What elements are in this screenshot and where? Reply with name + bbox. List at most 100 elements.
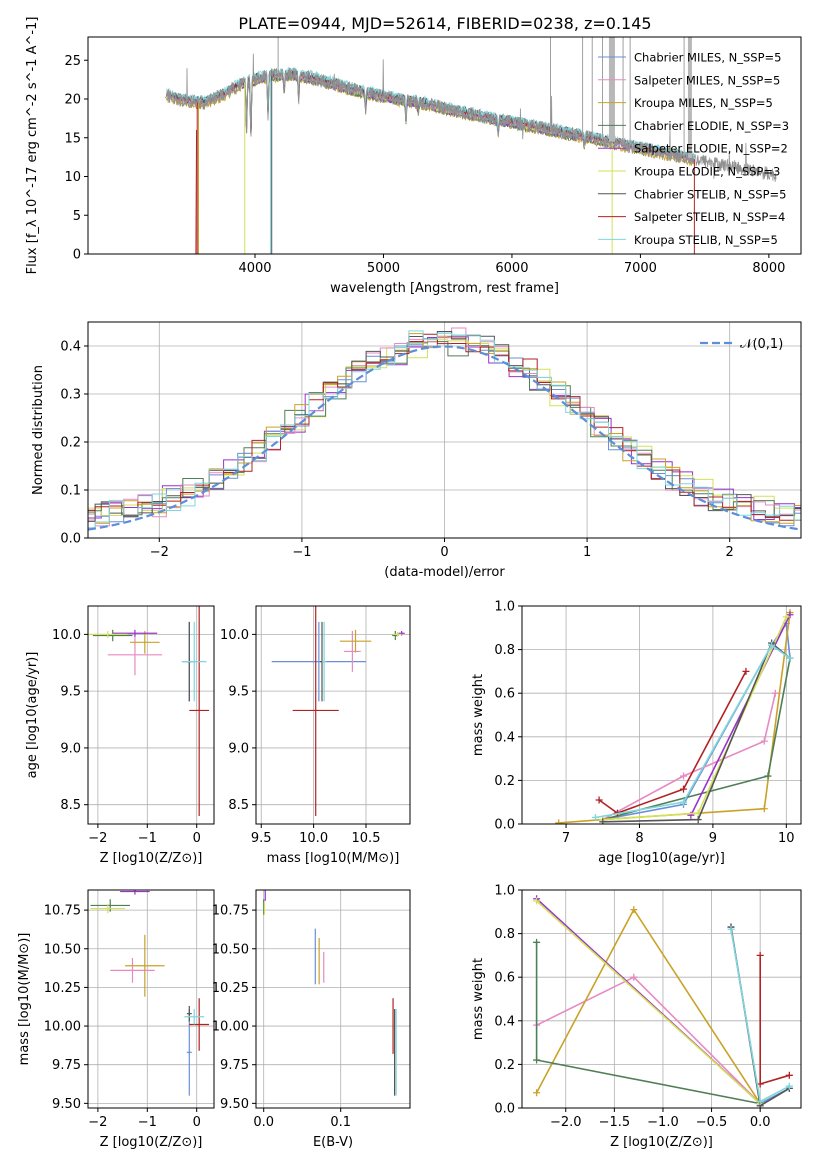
series-point-salpeter_stelib bbox=[595, 796, 603, 804]
y-tick-label: 10.0 bbox=[220, 628, 249, 643]
y-tick-label: 20 bbox=[64, 93, 81, 108]
y-tick-label: 10.50 bbox=[212, 942, 249, 957]
x-tick-label: −1.5 bbox=[599, 1115, 631, 1130]
figure-title: PLATE=0944, MJD=52614, FIBERID=0238, z=0… bbox=[238, 14, 651, 33]
y-axis-label: mass weight bbox=[471, 674, 486, 756]
series-point-kroupa_stelib bbox=[786, 654, 794, 662]
legend-label: Salpeter STELIB, N_SSP=4 bbox=[634, 210, 785, 224]
series-point-chabrier_stelib bbox=[599, 818, 607, 824]
errorbar-salpeter_elodie bbox=[120, 890, 150, 895]
histogram-kroupa_stelib bbox=[88, 330, 801, 529]
y-tick-label: 9.0 bbox=[228, 741, 249, 756]
x-axis-label: Z [log10(Z/Z⊙)] bbox=[100, 851, 203, 866]
y-tick-label: 0 bbox=[73, 248, 81, 263]
y-tick-label: 0.2 bbox=[494, 774, 515, 789]
series-point-salpeter_miles bbox=[630, 973, 638, 981]
y-tick-label: 5 bbox=[73, 209, 81, 224]
frame-spectrum: 4000 5000 6000 7000 8000 0 5 10 15 20 25 wavelength… bbox=[25, 17, 802, 296]
x-tick-label: −2 bbox=[88, 831, 107, 846]
x-tick-label: 4000 bbox=[238, 261, 271, 276]
y-axis-label: mass [log10(M/M⊙)] bbox=[17, 933, 32, 1066]
errorbar-salpeter_stelib bbox=[189, 998, 210, 1051]
series-point-kroupa_stelib bbox=[785, 1082, 793, 1090]
axes-frame bbox=[87, 36, 802, 255]
x-tick-label: −1.0 bbox=[647, 1115, 679, 1130]
histogram-chabrier_elodie bbox=[88, 341, 801, 516]
x-tick-label: 9.5 bbox=[251, 831, 272, 846]
y-tick-label: 0.0 bbox=[494, 1102, 515, 1117]
x-axis-label: age [log10(age/yr)] bbox=[598, 851, 725, 866]
series-point-kroupa_elodie bbox=[782, 613, 790, 621]
y-tick-label: 10.75 bbox=[44, 904, 81, 919]
x-tick-label: 7 bbox=[562, 831, 570, 846]
residual-legend: 𝒩(0,1) bbox=[700, 337, 783, 352]
x-tick-label: 0.0 bbox=[750, 1115, 771, 1130]
errorbar-chabrier_miles bbox=[186, 1009, 192, 1096]
x-tick-label: 8000 bbox=[752, 261, 785, 276]
x-tick-label: −1 bbox=[292, 545, 311, 560]
frame-age_vs_mass: 9.5 10.0 10.5 8.5 9.0 9.5 10.0 mass [log10(M/M⊙… bbox=[220, 605, 411, 866]
x-axis-label: Z [log10(Z/Z⊙)] bbox=[100, 1135, 203, 1150]
y-tick-label: 9.50 bbox=[220, 1097, 249, 1112]
series-line-kroupa_stelib bbox=[595, 644, 791, 819]
series-line-chabrier_stelib bbox=[602, 641, 791, 823]
axes-age_vs_mass bbox=[256, 606, 410, 824]
series-point-chabrier_elodie bbox=[533, 938, 541, 946]
errorbar-salpeter_elodie bbox=[112, 629, 158, 637]
series-point-kroupa_stelib bbox=[680, 798, 688, 806]
x-tick-label: 10.5 bbox=[352, 831, 381, 846]
errorbars-mass_vs_ebv bbox=[263, 890, 397, 1096]
errorbar-kroupa_miles bbox=[130, 630, 160, 654]
y-tick-label: 9.5 bbox=[228, 685, 249, 700]
errorbar-salpeter_miles bbox=[107, 634, 163, 676]
series-point-salpeter_stelib bbox=[785, 1071, 793, 1079]
x-tick-label: 10 bbox=[778, 831, 795, 846]
x-axis-label: mass [log10(M/M⊙)] bbox=[267, 851, 400, 866]
series-point-salpeter_stelib bbox=[680, 785, 688, 793]
legend-label: Salpeter ELODIE, N_SSP=2 bbox=[634, 142, 788, 156]
x-tick-label: 6000 bbox=[495, 261, 528, 276]
x-tick-label: 0.0 bbox=[253, 1115, 274, 1130]
y-tick-label: 8.5 bbox=[228, 798, 249, 813]
x-tick-label: 7000 bbox=[624, 261, 657, 276]
axes-frame bbox=[87, 889, 215, 1109]
x-tick-label: −0.5 bbox=[696, 1115, 728, 1130]
errorbar-kroupa_stelib bbox=[184, 1009, 205, 1025]
edge-line bbox=[195, 129, 198, 254]
errorbar-kroupa_elodie bbox=[88, 630, 128, 638]
legend-label: Kroupa STELIB, N_SSP=5 bbox=[634, 233, 778, 247]
frame-mass_vs_ebv: 0.0 0.1 9.50 9.75 10.00 10.25 10.50 10.75 E(B-V) bbox=[212, 889, 411, 1150]
weight-lines-weight_vs_age bbox=[555, 609, 794, 824]
legend-label: Chabrier ELODIE, N_SSP=3 bbox=[634, 119, 789, 133]
axes-frame bbox=[521, 605, 802, 825]
x-tick-label: 8 bbox=[635, 831, 643, 846]
series-point-kroupa_stelib bbox=[768, 641, 776, 649]
y-tick-label: 9.75 bbox=[220, 1058, 249, 1073]
spectrum-lines bbox=[164, 37, 777, 254]
y-tick-label: 1.0 bbox=[494, 600, 515, 615]
frame-weight_vs_Z: −2.0 −1.5 −1.0 −0.5 0.0 0.0 0.2 0.4 0.6 0.8 1.0 Z [… bbox=[471, 884, 802, 1150]
y-tick-label: 0.6 bbox=[494, 687, 515, 702]
x-tick-label: −2 bbox=[88, 1115, 107, 1130]
series-point-kroupa_miles bbox=[760, 805, 768, 813]
axes-mass_vs_ebv bbox=[256, 890, 410, 1108]
errorbar-salpeter_stelib bbox=[189, 606, 210, 817]
x-tick-label: −1 bbox=[138, 1115, 157, 1130]
series-point-salpeter_miles bbox=[680, 772, 688, 780]
frame-weight_vs_age: 7 8 9 10 0.0 0.2 0.4 0.6 0.8 1.0 age [log10(age/yr… bbox=[471, 600, 802, 866]
errorbar-chabrier_stelib bbox=[186, 1005, 192, 1022]
series-point-kroupa_stelib bbox=[591, 813, 599, 821]
spectrum-legend: Chabrier MILES, N_SSP=5 Salpeter MILES, N… bbox=[598, 51, 789, 247]
series-point-salpeter_stelib bbox=[742, 667, 750, 675]
errorbar-salpeter_stelib bbox=[292, 606, 339, 817]
frame-residuals: −2 −1 0 1 2 0.0 0.1 0.2 0.3 0.4 (data-model)/error… bbox=[31, 321, 802, 580]
frame-mass_vs_Z: −2 −1 0 9.50 9.75 10.00 10.25 10.50 10.75 Z [log1… bbox=[17, 889, 215, 1150]
y-tick-label: 0.4 bbox=[60, 340, 81, 355]
y-tick-label: 0.4 bbox=[494, 730, 515, 745]
y-tick-label: 10 bbox=[64, 170, 81, 185]
errorbars-age_vs_Z bbox=[88, 606, 210, 817]
y-tick-label: 9.5 bbox=[60, 685, 81, 700]
series-point-salpeter_elodie bbox=[786, 611, 794, 619]
y-tick-label: 0.2 bbox=[494, 1058, 515, 1073]
